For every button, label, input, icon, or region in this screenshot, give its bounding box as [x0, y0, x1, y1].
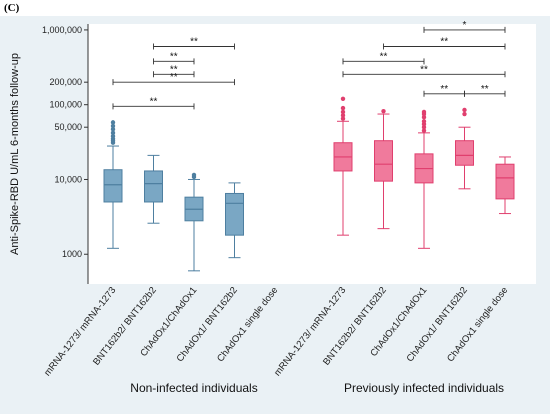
y-tick-label: 100,000 — [49, 100, 82, 110]
outlier-point — [110, 133, 116, 139]
significance-label: ** — [440, 37, 448, 48]
outlier-point — [191, 172, 197, 178]
outlier-point — [421, 109, 427, 115]
outlier-point — [110, 127, 116, 132]
outlier-point — [110, 130, 116, 136]
box-iqr — [455, 140, 474, 166]
outlier-point — [110, 123, 116, 129]
group-label: Non-infected individuals — [130, 381, 257, 395]
box-iqr — [103, 169, 123, 203]
outlier-point — [462, 107, 467, 113]
outlier-point — [421, 128, 427, 133]
outlier-point — [340, 113, 346, 118]
outlier-point — [421, 115, 427, 120]
box-iqr — [144, 170, 163, 203]
y-axis-label: Anti-Spike-RBD U/mL 6-months follow-up — [9, 53, 21, 255]
box-iqr — [374, 140, 393, 182]
significance-label: ** — [190, 37, 198, 48]
box-iqr — [495, 163, 515, 200]
significance-label: ** — [420, 64, 428, 75]
box-iqr — [225, 192, 244, 236]
significance-label: ** — [170, 72, 178, 83]
y-tick-label: 200,000 — [49, 77, 82, 87]
box-plot-chart: 1000 10,000 50,000 100,000 200,000 1,000,000 A… — [9, 20, 536, 395]
significance-label: ** — [440, 84, 448, 95]
outlier-point — [340, 105, 346, 111]
outlier-point — [381, 108, 386, 114]
group-label: Previously infected individuals — [344, 381, 504, 395]
x-tick-label: mRNA-1273/ mRNA-1273 — [42, 285, 118, 378]
outlier-point — [421, 119, 427, 124]
outlier-point — [462, 111, 467, 117]
outlier-point — [340, 116, 346, 121]
panel-label: (C) — [4, 2, 20, 14]
significance-label: ** — [150, 96, 158, 107]
significance-label: ** — [481, 84, 489, 95]
significance-label: ** — [170, 51, 178, 62]
outlier-point — [340, 96, 346, 101]
figure-background: 1000 10,000 50,000 100,000 200,000 1,000,000 A… — [0, 16, 550, 414]
outlier-point — [421, 125, 427, 130]
y-tick-label: 10,000 — [54, 174, 82, 184]
outlier-point — [340, 109, 346, 115]
x-tick-label: mRNA-1273/ mRNA-1273 — [272, 285, 348, 378]
significance-label: ** — [380, 51, 388, 62]
outlier-point — [110, 120, 116, 125]
y-tick-label: 1000 — [62, 249, 82, 259]
y-tick-label: 1,000,000 — [42, 25, 82, 35]
significance-label: ** — [170, 64, 178, 75]
significance-label: * — [463, 20, 467, 31]
y-tick-label: 50,000 — [54, 122, 82, 132]
